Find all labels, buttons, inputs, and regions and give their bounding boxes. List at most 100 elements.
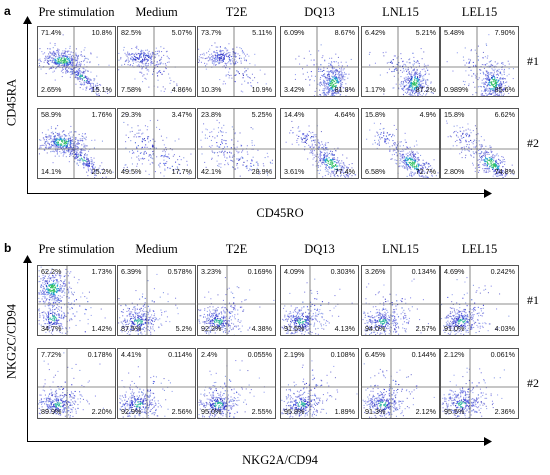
quadrant-percent-tr: 1.73% [91, 267, 112, 276]
quadrant-percent-tr: 1.76% [91, 110, 112, 119]
dot-plot [441, 349, 518, 418]
y-axis-label: NKG2C/CD94 [4, 304, 19, 380]
scatter-plot: 2.4% 0.055% 95.0% 2.55% [197, 348, 276, 419]
quadrant-percent-tr: 5.21% [415, 28, 436, 37]
scatter-plot: 6.39% 0.578% 87.5% 5.2% [117, 265, 196, 336]
row-label: #2 [527, 135, 539, 150]
column-title: LEL15 [461, 242, 498, 256]
quadrant-percent-bl: 10.3% [201, 85, 222, 94]
quadrant-percent-bl: 49.5% [121, 167, 142, 176]
quadrant-percent-br: 15.1% [91, 85, 112, 94]
arrow-right-icon [484, 437, 492, 446]
quadrant-percent-tl: 3.23% [201, 267, 222, 276]
quadrant-percent-bl: 92.2% [201, 324, 222, 333]
scatter-plot: 6.09% 8.67% 3.42% 81.8% [280, 26, 359, 97]
panel-letter: a [4, 4, 11, 18]
dot-plot [281, 27, 358, 96]
dot-plot [441, 266, 518, 335]
dot-plot [281, 109, 358, 178]
quadrant-percent-bl: 3.61% [284, 167, 305, 176]
quadrant-percent-tl: 6.39% [121, 267, 142, 276]
column-title: Pre stimulation [38, 5, 115, 19]
scatter-plot: 73.7% 5.11% 10.3% 10.9% [197, 26, 276, 97]
dot-plot [362, 349, 439, 418]
quadrant-percent-bl: 1.17% [365, 85, 386, 94]
quadrant-percent-tr: 0.055% [247, 350, 272, 359]
dot-plot [362, 266, 439, 335]
column-title: LNL15 [382, 242, 419, 256]
quadrant-percent-br: 77.4% [334, 167, 355, 176]
dot-plot [198, 266, 275, 335]
quadrant-percent-tr: 0.144% [411, 350, 436, 359]
quadrant-percent-tl: 2.12% [444, 350, 465, 359]
scatter-plot: 15.8% 4.9% 6.58% 72.7% [361, 108, 440, 179]
quadrant-percent-br: 87.2% [415, 85, 436, 94]
quadrant-percent-bl: 6.58% [365, 167, 386, 176]
scatter-plot: 4.69% 0.242% 91.0% 4.03% [440, 265, 519, 336]
quadrant-percent-tl: 15.8% [444, 110, 465, 119]
dot-plot [198, 109, 275, 178]
quadrant-percent-bl: 92.9% [121, 407, 142, 416]
quadrant-percent-bl: 3.42% [284, 85, 305, 94]
quadrant-percent-br: 17.7% [171, 167, 192, 176]
quadrant-percent-bl: 42.1% [201, 167, 222, 176]
dot-plot [441, 27, 518, 96]
quadrant-percent-br: 2.20% [91, 407, 112, 416]
quadrant-percent-bl: 2.80% [444, 167, 465, 176]
column-title: LNL15 [382, 5, 419, 19]
quadrant-percent-bl: 2.65% [41, 85, 62, 94]
quadrant-percent-bl: 95.5% [444, 407, 465, 416]
dot-plot [281, 349, 358, 418]
quadrant-percent-tl: 6.42% [365, 28, 386, 37]
quadrant-percent-tr: 0.303% [330, 267, 355, 276]
quadrant-percent-tl: 6.45% [365, 350, 386, 359]
quadrant-percent-tl: 6.09% [284, 28, 305, 37]
quadrant-percent-tl: 73.7% [201, 28, 222, 37]
row-label: #1 [527, 292, 539, 307]
quadrant-percent-tl: 4.69% [444, 267, 465, 276]
quadrant-percent-tr: 0.578% [167, 267, 192, 276]
scatter-plot: 62.2% 1.73% 34.7% 1.42% [37, 265, 116, 336]
dot-plot [38, 266, 115, 335]
dot-plot [118, 109, 195, 178]
quadrant-percent-tr: 0.134% [411, 267, 436, 276]
scatter-plot: 6.45% 0.144% 91.3% 2.12% [361, 348, 440, 419]
quadrant-percent-br: 85.6% [494, 85, 515, 94]
scatter-plot: 15.8% 6.62% 2.80% 74.8% [440, 108, 519, 179]
scatter-plot: 5.48% 7.90% 0.989% 85.6% [440, 26, 519, 97]
quadrant-percent-bl: 87.5% [121, 324, 142, 333]
x-axis-label: CD45RO [256, 206, 304, 220]
quadrant-percent-tl: 5.48% [444, 28, 465, 37]
quadrant-percent-bl: 95.0% [201, 407, 222, 416]
dot-plot [441, 109, 518, 178]
scatter-plot: 29.3% 3.47% 49.5% 17.7% [117, 108, 196, 179]
quadrant-percent-tr: 7.90% [494, 28, 515, 37]
column-title: Pre stimulation [38, 242, 115, 256]
quadrant-percent-tr: 3.47% [171, 110, 192, 119]
quadrant-percent-br: 2.56% [171, 407, 192, 416]
quadrant-percent-br: 4.86% [171, 85, 192, 94]
quadrant-percent-tl: 82.5% [121, 28, 142, 37]
quadrant-percent-tl: 58.9% [41, 110, 62, 119]
scatter-plot: 14.4% 4.64% 3.61% 77.4% [280, 108, 359, 179]
column-title: DQ13 [304, 5, 335, 19]
y-axis-label: CD45RA [4, 78, 19, 126]
quadrant-percent-tr: 0.114% [168, 350, 192, 359]
scatter-plot: 3.23% 0.169% 92.2% 4.38% [197, 265, 276, 336]
quadrant-percent-bl: 91.3% [365, 407, 386, 416]
quadrant-percent-br: 2.57% [415, 324, 436, 333]
column-title: Medium [135, 5, 178, 19]
dot-plot [362, 109, 439, 178]
y-axis-arrow [27, 259, 28, 441]
quadrant-percent-tl: 71.4% [41, 28, 62, 37]
quadrant-percent-tl: 14.4% [284, 110, 305, 119]
quadrant-percent-tr: 0.108% [330, 350, 355, 359]
scatter-plot: 23.8% 5.25% 42.1% 28.9% [197, 108, 276, 179]
quadrant-percent-tr: 0.242% [490, 267, 515, 276]
scatter-plot: 4.41% 0.114% 92.9% 2.56% [117, 348, 196, 419]
quadrant-percent-br: 2.12% [415, 407, 436, 416]
quadrant-percent-br: 28.9% [251, 167, 272, 176]
column-title: Medium [135, 242, 178, 256]
quadrant-percent-tl: 2.19% [284, 350, 305, 359]
quadrant-percent-bl: 95.8% [284, 407, 305, 416]
